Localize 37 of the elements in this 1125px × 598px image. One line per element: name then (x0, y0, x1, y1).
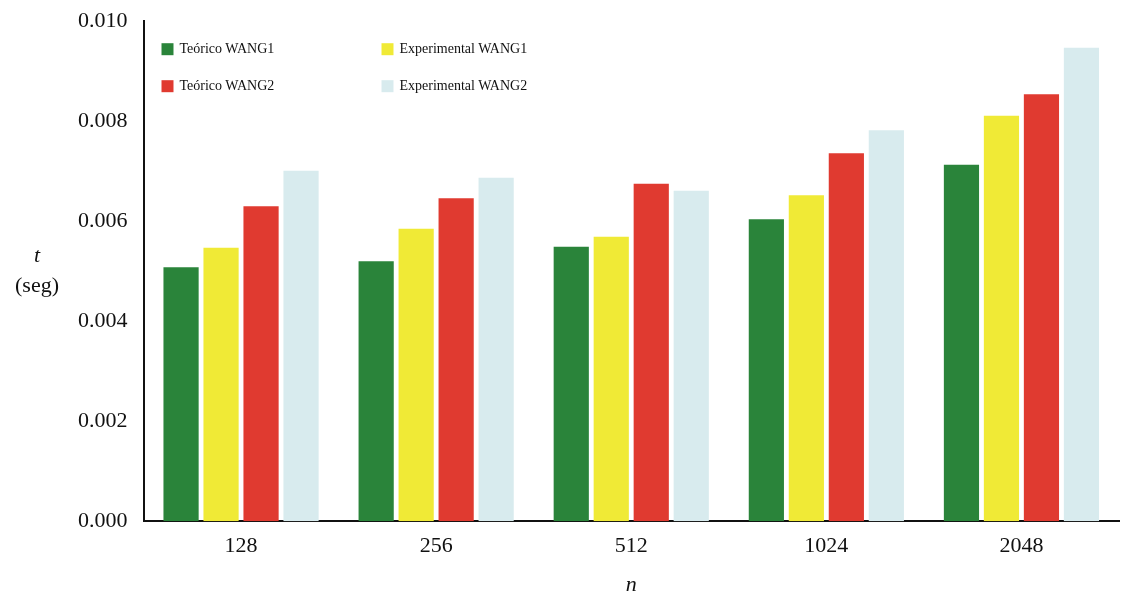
bar (788, 195, 824, 522)
y-tick-label: 0.008 (78, 106, 128, 132)
y-tick-label: 0.010 (78, 6, 128, 32)
y-tick-label: 0.004 (78, 306, 128, 332)
bar (943, 164, 980, 522)
legend-label: Teórico WANG1 (179, 40, 275, 56)
bar (358, 261, 394, 522)
bar (163, 267, 199, 522)
bar (398, 228, 434, 522)
legend-label: Experimental WANG2 (399, 77, 528, 93)
bar (828, 153, 864, 522)
y-tick-label: 0.006 (78, 206, 128, 232)
y-tick-label: 0.002 (78, 406, 128, 432)
x-tick-label: 256 (419, 532, 453, 558)
bar (203, 247, 239, 522)
y-axis-title: t (seg) (15, 241, 59, 297)
x-tick-label: 2048 (999, 532, 1044, 558)
bar (478, 177, 514, 522)
bar (1023, 94, 1060, 522)
bar (283, 170, 319, 522)
x-tick-label: 1024 (804, 532, 849, 558)
bar (593, 236, 629, 522)
bar (553, 246, 589, 522)
bar (673, 190, 709, 522)
bar (748, 219, 784, 522)
x-tick-label: 128 (224, 532, 258, 558)
bar (983, 115, 1020, 522)
y-tick-label: 0.000 (78, 506, 128, 532)
legend-label: Experimental WANG1 (399, 40, 528, 56)
bar (1063, 47, 1100, 522)
bar (633, 183, 669, 522)
x-tick-label: 512 (614, 532, 648, 558)
bar (438, 198, 474, 522)
legend-label: Teórico WANG2 (179, 77, 275, 93)
bar (868, 130, 904, 522)
bar (243, 206, 279, 522)
x-axis-title: n (625, 570, 637, 596)
